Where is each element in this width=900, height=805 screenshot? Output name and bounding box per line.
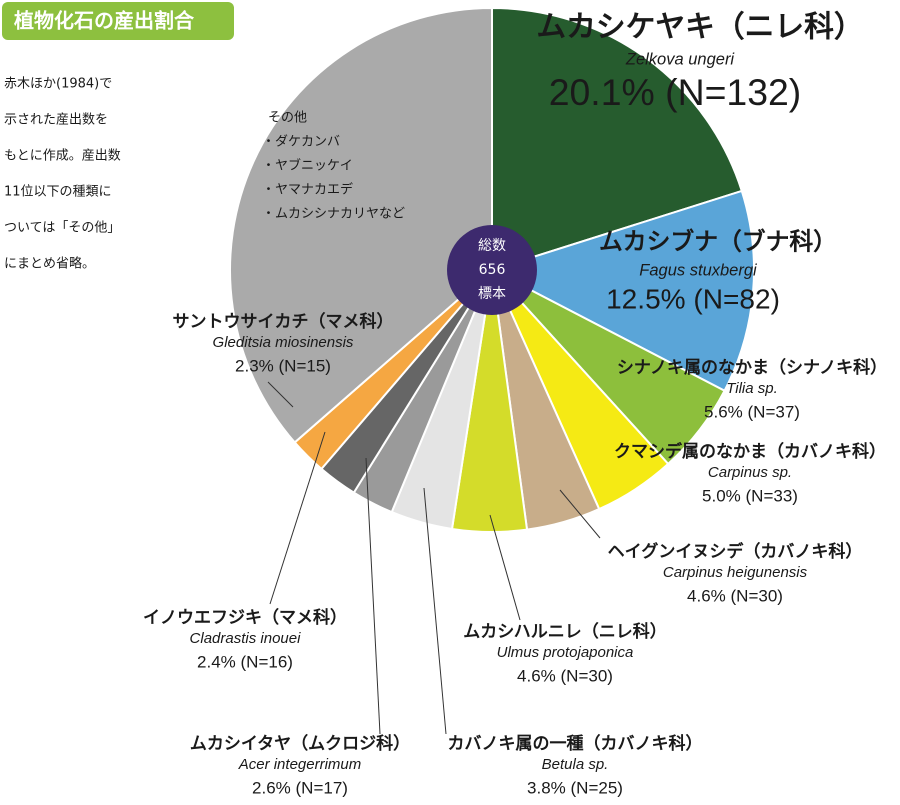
- slice-latin: Carpinus heigunensis: [663, 564, 808, 581]
- slice-latin: Betula sp.: [542, 756, 609, 773]
- slice-latin: Gleditsia miosinensis: [213, 334, 354, 351]
- leader-line: [365, 457, 381, 735]
- slice-latin: Carpinus sp.: [708, 464, 792, 481]
- slice-name: ヘイグンイヌシデ（カバノキ科）: [608, 541, 863, 562]
- slice-latin: Zelkova ungeri: [625, 50, 736, 68]
- slice-name: ムカシケヤキ（ニレ科）: [536, 10, 863, 45]
- other-item: ・ヤマナカエデ: [262, 182, 353, 198]
- other-name: その他: [268, 111, 307, 126]
- slice-name: カバノキ属の一種（カバノキ科）: [448, 733, 703, 754]
- slice-name: ムカシハルニレ（ニレ科）: [463, 621, 667, 642]
- leader-line: [489, 514, 521, 621]
- slice-latin: Cladrastis inouei: [190, 630, 302, 647]
- note-line: もとに作成。産出数: [4, 148, 121, 164]
- slice-latin: Acer integerrimum: [238, 756, 362, 773]
- slice-latin: Ulmus protojaponica: [497, 644, 634, 661]
- value-label: 5.0% (N=33): [702, 486, 798, 505]
- note-line: 示された産出数を: [4, 112, 108, 128]
- value-label: 5.6% (N=37): [704, 402, 800, 421]
- note-line: 11位以下の種類に: [4, 184, 112, 200]
- slice-name: クマシデ属のなかま（カバノキ科）: [614, 441, 886, 462]
- value-label: 2.3% (N=15): [235, 356, 331, 375]
- other-item: ・ダケカンバ: [262, 135, 340, 150]
- title-box: [2, 2, 234, 40]
- slice-latin: Tilia sp.: [726, 380, 778, 397]
- pie-slice: [229, 6, 493, 444]
- value-label: 2.6% (N=17): [252, 778, 348, 797]
- slice-name: サントウサイカチ（マメ科）: [173, 311, 394, 332]
- other-item: ・ヤブニッケイ: [262, 158, 353, 174]
- value-label: 20.1% (N=132): [549, 71, 802, 113]
- value-label: 3.8% (N=25): [527, 778, 623, 797]
- slice-name: シナノキ属のなかま（シナノキ科）: [617, 357, 887, 378]
- leader-line: [423, 487, 447, 735]
- chart-title: 植物化石の産出割合: [14, 9, 195, 33]
- slice-name: イノウエフジキ（マメ科）: [143, 607, 347, 628]
- slice-name: ムカシイタヤ（ムクロジ科）: [190, 733, 410, 754]
- center-label: 総数: [478, 238, 506, 254]
- slice-name: ムカシブナ（ブナ科）: [599, 228, 837, 256]
- center-circle: [447, 225, 537, 315]
- value-label: 2.4% (N=16): [197, 652, 293, 671]
- other-item: ・ムカシシナカリヤなど: [262, 207, 405, 222]
- center-label: 標本: [478, 286, 506, 302]
- leader-line: [559, 489, 601, 539]
- note-line: にまとめ省略。: [4, 256, 95, 272]
- note-line: ついては「その他」: [4, 221, 120, 236]
- value-label: 4.6% (N=30): [687, 586, 783, 605]
- value-label: 4.6% (N=30): [517, 666, 613, 685]
- pie-slice: [491, 6, 744, 272]
- note-line: 赤木ほか(1984)で: [4, 77, 112, 92]
- slice-latin: Fagus stuxbergi: [639, 261, 758, 279]
- pie-slice: [489, 189, 755, 393]
- leader-line: [269, 431, 326, 605]
- center-label: 656: [479, 262, 506, 278]
- leader-line: [267, 381, 294, 408]
- value-label: 12.5% (N=82): [606, 283, 780, 314]
